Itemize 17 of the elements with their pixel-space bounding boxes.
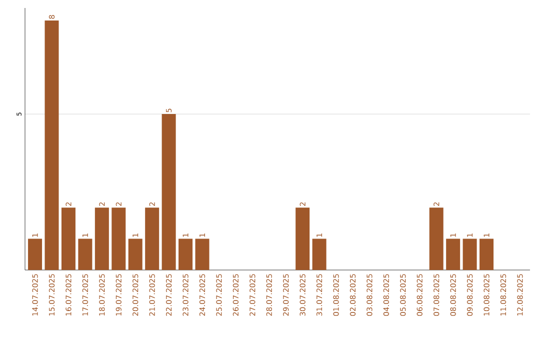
bar	[94, 208, 109, 270]
bar	[429, 208, 444, 270]
bar	[296, 208, 310, 270]
bar	[145, 208, 160, 270]
bar	[28, 238, 42, 270]
bar	[44, 20, 59, 270]
bar	[178, 238, 193, 270]
bar	[462, 238, 477, 270]
bar	[61, 208, 76, 270]
bar	[162, 114, 176, 270]
bar	[112, 208, 126, 270]
bar	[312, 238, 326, 270]
bar	[195, 238, 210, 270]
bar	[78, 238, 92, 270]
bar	[128, 238, 142, 270]
bar	[446, 238, 460, 270]
bar	[480, 238, 494, 270]
